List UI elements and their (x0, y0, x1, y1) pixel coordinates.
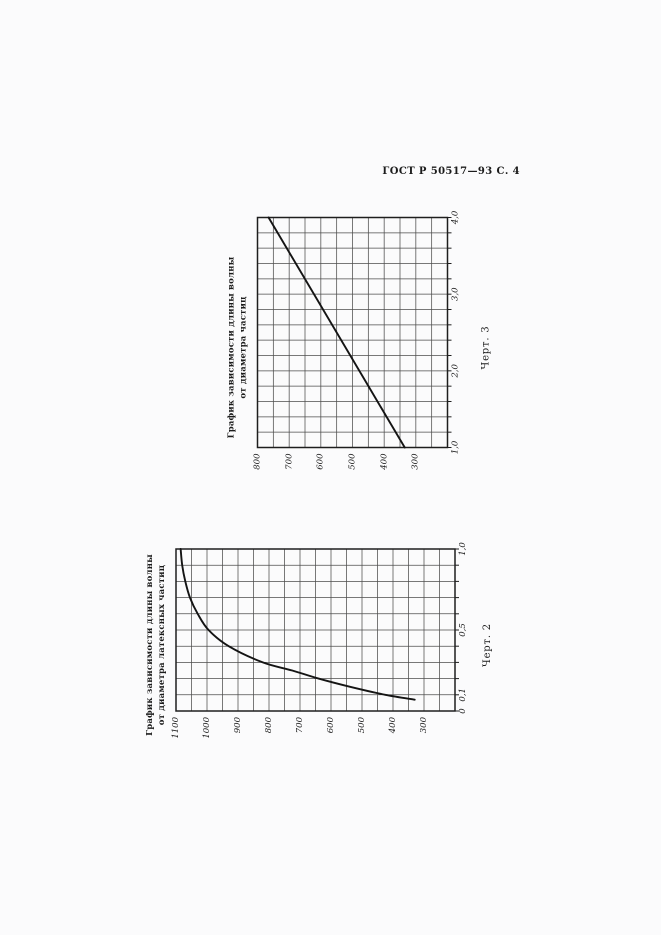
y-tick-label: 300 (419, 717, 429, 734)
figure-2-block: График зависимости длины волны от диамет… (140, 542, 502, 741)
data-curve (179, 548, 416, 701)
plot-frame (175, 548, 456, 712)
figure-2-title-line2: от диаметра латексных частиц (157, 564, 167, 726)
plot-frame (256, 216, 449, 449)
figure-3-plot-area: 800 700 600 500 400 300 (253, 216, 452, 478)
figure-3-caption: Черт. 3 (480, 325, 491, 370)
y-tick-label: 900 (233, 717, 243, 734)
x-tick-label: 0,1 (458, 688, 468, 702)
x-tick-label: 3,0 (450, 287, 461, 301)
figure-3-y-axis-tick-labels: 800 700 600 500 400 300 (253, 451, 448, 478)
y-tick-label: 700 (284, 453, 295, 470)
figure-2-plot-area: 1100 1000 900 800 700 600 500 400 300 (171, 548, 459, 741)
data-curve (267, 216, 406, 449)
y-tick-label: 800 (264, 717, 274, 734)
figure-2-plot-svg (175, 548, 459, 712)
figure-3-plot-grid (256, 216, 452, 449)
y-tick-label: 300 (410, 453, 421, 470)
y-tick-label: 1100 (171, 717, 181, 739)
y-tick-label: 500 (357, 717, 367, 734)
figure-2-plot-grid (175, 548, 459, 712)
figure-3-title-line2: от диаметра частиц (238, 296, 249, 399)
figure-3-block: График зависимости длины волны от диамет… (222, 211, 507, 478)
x-tick-label: 2,0 (450, 364, 461, 378)
x-tick-label: 1,0 (458, 542, 468, 556)
figure-2-caption: Черт. 2 (481, 623, 493, 667)
figure-2-title: График зависимости длины волны от диамет… (140, 549, 176, 741)
x-tick-label: 1,0 (450, 440, 461, 455)
y-tick-label: 600 (326, 717, 336, 734)
y-tick-label: 600 (315, 453, 326, 470)
x-tick-label: 0 (458, 708, 468, 714)
y-tick-label: 500 (347, 453, 358, 470)
figure-3-title: График зависимости длины волны от диамет… (222, 218, 258, 478)
y-tick-label: 800 (252, 453, 263, 470)
y-tick-label: 400 (379, 453, 390, 470)
y-tick-label: 400 (388, 717, 398, 734)
y-tick-label: 700 (295, 717, 305, 734)
figure-3-x-axis-tick-labels: 1,0 2,0 3,0 4,0 (448, 211, 465, 455)
y-tick-label: 1000 (202, 717, 212, 739)
x-tick-label: 0,5 (458, 623, 468, 637)
figure-3-plot-svg (256, 216, 452, 449)
figure-2-title-line1: График зависимости длины волны (145, 554, 155, 736)
page-header: ГОСТ Р 50517—93 С. 4 (382, 166, 520, 177)
figure-2-y-axis-tick-labels: 1100 1000 900 800 700 600 500 400 300 (171, 714, 455, 741)
figure-3-title-line1: График зависимости длины волны (226, 256, 237, 439)
figure-2-x-axis-tick-labels: 0 0,1 0,5 1,0 (455, 542, 472, 714)
x-tick-label: 4,0 (450, 210, 461, 225)
